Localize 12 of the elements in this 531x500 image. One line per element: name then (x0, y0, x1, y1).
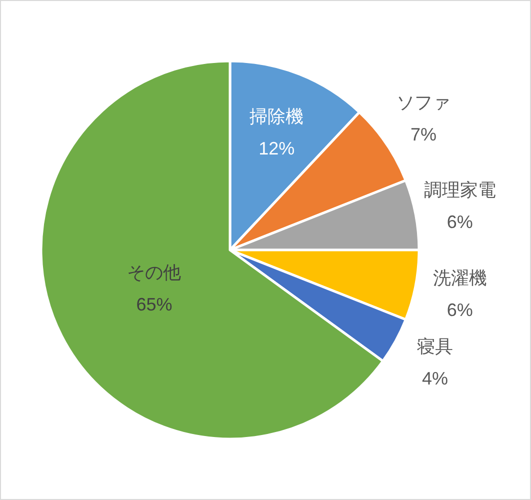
slice-label: 寝具 (417, 336, 454, 357)
data-label: 6% (446, 300, 473, 320)
data-label: 4% (422, 368, 448, 389)
data-label: 65% (136, 294, 172, 315)
slice-label: ソファ (396, 92, 451, 112)
slice-label: 洗濯機 (432, 268, 487, 288)
data-label: 6% (446, 212, 473, 232)
data-label: 7% (410, 124, 437, 144)
slice-label: その他 (127, 262, 182, 283)
slice-label: 掃除機 (250, 106, 304, 126)
data-label: 12% (258, 138, 295, 158)
slice-label: 調理家電 (424, 180, 496, 200)
